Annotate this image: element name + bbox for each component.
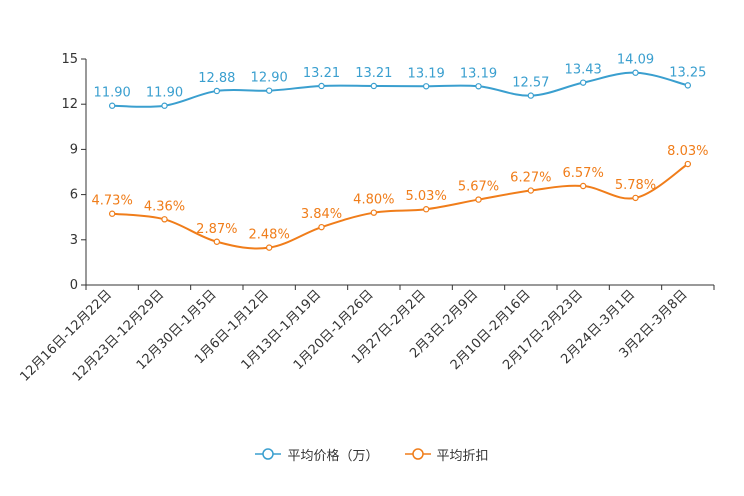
data-point-series-0[interactable]	[579, 79, 587, 86]
legend-discount-marker-icon	[404, 448, 431, 460]
data-label-series-1: 8.03%	[667, 144, 708, 159]
y-tick-label: 0	[70, 278, 78, 293]
data-label-series-1: 4.80%	[353, 193, 394, 208]
data-point-series-1[interactable]	[422, 206, 430, 213]
data-label-series-0: 13.19	[460, 66, 497, 81]
data-point-series-1[interactable]	[370, 209, 378, 216]
data-point-series-1[interactable]	[632, 194, 639, 202]
data-point-series-0[interactable]	[527, 92, 535, 99]
data-point-series-1[interactable]	[108, 210, 116, 217]
legend-item-discount[interactable]: 平均折扣	[404, 445, 489, 464]
y-tick-label: 3	[70, 233, 78, 248]
series-line-0	[112, 71, 689, 108]
data-point-series-0[interactable]	[108, 102, 116, 109]
data-labels: 11.90 11.90 12.88 12.90 13.21 13.21 13.19 13.19…	[92, 53, 709, 243]
data-label-series-1: 4.73%	[92, 194, 133, 209]
axes: 0369121512月16日-12月22日12月23日-12月29日12月30日…	[18, 52, 715, 385]
data-label-series-0: 13.21	[355, 66, 392, 81]
legend: 平均价格（万） 平均折扣	[0, 440, 744, 468]
data-point-series-1[interactable]	[475, 196, 482, 203]
data-point-series-0[interactable]	[265, 87, 273, 94]
data-label-series-0: 13.19	[408, 66, 445, 81]
data-point-series-1[interactable]	[579, 182, 587, 190]
data-point-series-1[interactable]	[684, 160, 692, 168]
y-tick-label: 9	[70, 142, 78, 157]
data-label-series-1: 6.27%	[510, 171, 551, 186]
data-label-series-0: 13.43	[565, 63, 602, 78]
legend-label-discount: 平均折扣	[436, 448, 489, 464]
data-point-series-0[interactable]	[684, 82, 692, 89]
data-point-series-0[interactable]	[213, 87, 221, 95]
y-tick-label: 15	[61, 52, 78, 67]
data-label-series-0: 14.09	[617, 53, 654, 68]
data-point-series-1[interactable]	[527, 187, 535, 194]
data-label-series-0: 12.88	[198, 71, 235, 86]
data-label-series-1: 6.57%	[563, 166, 604, 181]
legend-label-price: 平均价格（万）	[287, 448, 379, 464]
data-label-series-1: 5.03%	[406, 189, 447, 204]
data-point-series-0[interactable]	[475, 83, 482, 90]
data-point-series-0[interactable]	[422, 83, 430, 90]
series-lines	[108, 69, 692, 251]
data-point-series-0[interactable]	[632, 69, 639, 76]
data-label-series-0: 13.21	[303, 66, 340, 81]
y-tick-label: 6	[70, 188, 78, 203]
series-line-1	[112, 163, 689, 250]
x-tick-label: 12月16日-12月22日	[18, 287, 115, 384]
data-point-series-1[interactable]	[265, 244, 273, 251]
data-point-series-1[interactable]	[318, 223, 325, 231]
data-label-series-1: 5.67%	[458, 180, 499, 195]
data-point-series-1[interactable]	[161, 216, 168, 223]
y-tick-label: 12	[61, 97, 78, 112]
data-label-series-1: 4.36%	[144, 199, 185, 214]
data-label-series-0: 12.90	[251, 71, 288, 86]
legend-price-marker-icon	[255, 448, 282, 460]
data-label-series-1: 2.87%	[196, 222, 237, 237]
data-point-series-0[interactable]	[318, 82, 325, 90]
data-label-series-1: 5.78%	[615, 178, 656, 193]
data-point-series-1[interactable]	[213, 238, 221, 245]
data-label-series-1: 2.48%	[249, 228, 290, 243]
data-point-series-0[interactable]	[370, 82, 378, 90]
line-chart: 0369121512月16日-12月22日12月23日-12月29日12月30日…	[18, 52, 715, 385]
data-label-series-0: 11.90	[146, 86, 183, 101]
x-tick-label: 12月23日-12月29日	[70, 287, 167, 384]
data-point-series-0[interactable]	[161, 102, 168, 109]
data-label-series-1: 3.84%	[301, 207, 342, 222]
data-label-series-0: 12.57	[512, 76, 549, 91]
data-label-series-0: 13.25	[669, 65, 706, 80]
data-label-series-0: 11.90	[94, 86, 131, 101]
legend-item-price[interactable]: 平均价格（万）	[255, 445, 379, 464]
